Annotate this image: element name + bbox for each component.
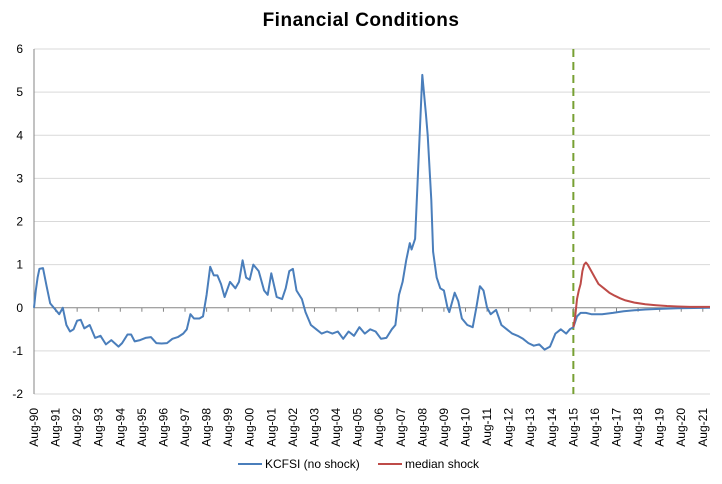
legend-label: median shock — [405, 457, 480, 471]
y-tick-labels: -2 -1 0 1 2 3 4 5 6 — [12, 42, 23, 401]
y-tick-label: 0 — [16, 301, 23, 315]
x-tick-label: Aug-90 — [27, 408, 41, 447]
x-tick-label: Aug-93 — [92, 408, 106, 447]
x-tick-labels: Aug-90 Aug-91 Aug-92 Aug-93 Aug-94 Aug-95 Aug-… — [27, 408, 710, 447]
x-tick-label: Aug-09 — [437, 408, 451, 447]
x-tick-label: Aug-16 — [588, 408, 602, 447]
x-tick-label: Aug-07 — [394, 408, 408, 447]
x-tick-label: Aug-05 — [351, 408, 365, 447]
y-tick-label: 1 — [16, 258, 23, 272]
x-tick-label: Aug-14 — [545, 408, 559, 447]
x-tick-label: Aug-92 — [70, 408, 84, 447]
x-tick-label: Aug-97 — [178, 408, 192, 447]
x-tick-label: Aug-21 — [696, 408, 710, 447]
x-tick-label: Aug-04 — [329, 408, 343, 447]
x-tick-label: Aug-91 — [49, 408, 63, 447]
x-tick-label: Aug-20 — [674, 408, 688, 447]
x-tick-label: Aug-18 — [631, 408, 645, 447]
x-tick-label: Aug-06 — [372, 408, 386, 447]
legend: KCFSI (no shock) median shock — [238, 457, 480, 471]
legend-label: KCFSI (no shock) — [265, 457, 360, 471]
x-tick-label: Aug-13 — [523, 408, 537, 447]
y-tick-label: 2 — [16, 215, 23, 229]
series-line-kcfsi — [33, 73, 711, 351]
x-tick-label: Aug-03 — [307, 408, 321, 447]
x-tick-label: Aug-01 — [264, 408, 278, 447]
y-tick-label: 5 — [16, 85, 23, 99]
x-tick-label: Aug-94 — [113, 408, 127, 447]
gridlines — [34, 48, 710, 395]
y-tick-label: 4 — [16, 128, 23, 142]
x-tick-label: Aug-15 — [566, 408, 580, 447]
x-tick-label: Aug-96 — [156, 408, 170, 447]
x-tick-label: Aug-98 — [200, 408, 214, 447]
x-tick-label: Aug-12 — [502, 408, 516, 447]
y-tick-label: 3 — [16, 171, 23, 185]
x-tick-label: Aug-99 — [221, 408, 235, 447]
chart-title: Financial Conditions — [262, 10, 460, 31]
x-tick-label: Aug-11 — [480, 408, 494, 446]
x-tick-label: Aug-17 — [610, 408, 624, 447]
y-tick-label: 6 — [16, 42, 23, 56]
x-tick-label: Aug-00 — [243, 408, 257, 447]
y-tick-label: -1 — [12, 344, 23, 358]
series-lines — [33, 73, 711, 351]
y-tick-label: -2 — [12, 387, 23, 401]
series-line-median-shock — [572, 261, 710, 328]
x-tick-label: Aug-19 — [653, 408, 667, 447]
x-tick-label: Aug-95 — [135, 408, 149, 447]
x-tick-label: Aug-02 — [286, 408, 300, 447]
x-tick-label: Aug-08 — [415, 408, 429, 447]
x-tick-label: Aug-10 — [458, 408, 472, 447]
